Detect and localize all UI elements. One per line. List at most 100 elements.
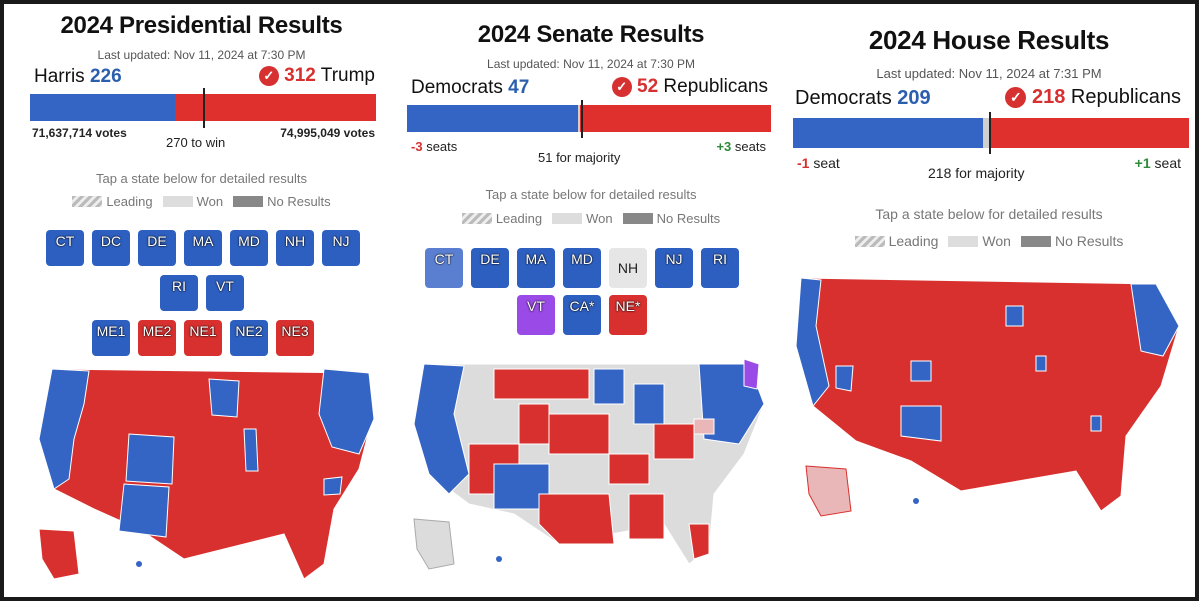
state-tile-nj[interactable]: NJ: [655, 248, 693, 288]
legend-no-results: No Results: [622, 211, 720, 226]
legend-won-label: Won: [586, 211, 613, 226]
state-tile-nh[interactable]: NH: [276, 230, 314, 266]
leading-swatch: [461, 213, 492, 224]
senate-us-map[interactable]: [409, 344, 769, 574]
senate-rep-change-unit: seats: [734, 139, 766, 154]
house-dem-name: Democrats: [795, 87, 892, 109]
map-colorado: [125, 433, 175, 485]
state-tile-ne-special[interactable]: NE*: [609, 295, 647, 335]
win-threshold-label: 270 to win: [166, 135, 226, 150]
legend-leading: Leading: [854, 233, 938, 249]
legend-won-label: Won: [982, 233, 1011, 249]
map-virginia: [323, 476, 343, 496]
house-title: 2024 House Results: [868, 25, 1110, 55]
house-us-map[interactable]: [791, 266, 1191, 521]
state-tile-dc[interactable]: DC: [92, 230, 130, 266]
won-swatch: [948, 235, 979, 247]
legend-no-results-label: No Results: [267, 194, 331, 209]
state-tile-vt[interactable]: VT: [517, 295, 555, 335]
senate-dem-change-value: -3: [411, 139, 423, 154]
district-tile-ne2[interactable]: NE2: [230, 320, 268, 356]
trump-name: Trump: [320, 65, 375, 86]
map-alaska-leading: [805, 465, 852, 517]
legend-no-results-label: No Results: [1054, 233, 1124, 249]
map-texas: [538, 493, 615, 545]
harris-popular-votes: 71,637,714 votes: [32, 126, 127, 140]
senate-panel: 2024 Senate Results Last updated: Nov 11…: [399, 4, 783, 597]
house-dem-change-unit: seat: [813, 155, 840, 171]
senate-dem-name: Democrats: [411, 77, 503, 98]
map-chicago-district: [1035, 355, 1047, 372]
legend-won: Won: [552, 211, 613, 226]
state-tile-ri[interactable]: RI: [160, 275, 198, 311]
state-tile-ma[interactable]: MA: [184, 230, 222, 266]
dem-bar-segment: [30, 94, 176, 121]
state-tile-nh[interactable]: NH: [609, 248, 647, 288]
district-tile-ne1[interactable]: NE1: [184, 320, 222, 356]
legend-won-label: Won: [196, 194, 224, 209]
house-rep-change: +1 seat: [1135, 155, 1181, 171]
legend-no-results: No Results: [233, 194, 331, 209]
legend-leading: Leading: [72, 194, 153, 209]
trump-popular-votes: 74,995,049 votes: [280, 126, 375, 140]
state-tile-ca-special[interactable]: CA*: [563, 295, 601, 335]
harris-electoral-count: 226: [89, 66, 122, 87]
presidential-us-map[interactable]: [34, 359, 379, 584]
majority-label: 218 for majority: [928, 165, 1025, 181]
map-missouri: [608, 453, 650, 485]
house-rep-name: Republicans: [1070, 86, 1181, 108]
map-hawaii: [913, 498, 919, 504]
harris-tally: Harris 226: [34, 66, 122, 88]
senate-dem-change: -3 seats: [411, 139, 457, 154]
state-tile-vt[interactable]: VT: [206, 275, 244, 311]
rep-bar-segment: [580, 105, 771, 132]
map-alaska: [38, 528, 80, 580]
won-swatch: [552, 213, 583, 224]
no-results-swatch: [622, 213, 653, 224]
map-northeast: [318, 368, 375, 455]
leading-swatch: [854, 235, 885, 247]
map-illinois: [243, 428, 259, 472]
senate-rep-change: +3 seats: [716, 139, 766, 154]
senate-rep-change-value: +3: [716, 139, 732, 154]
map-maine-vermont-independent: [743, 358, 760, 390]
trump-tally: ✓ 312 Trump: [258, 65, 375, 87]
dem-bar-segment: [793, 118, 984, 148]
map-nebraska: [548, 413, 610, 455]
map-wyoming: [518, 403, 550, 445]
senate-rep-name: Republicans: [663, 76, 768, 97]
state-tile-ri[interactable]: RI: [701, 248, 739, 288]
state-tile-nj[interactable]: NJ: [322, 230, 360, 266]
rep-bar-segment: [991, 118, 1189, 148]
senate-dem-change-unit: seats: [426, 139, 458, 154]
legend-won: Won: [948, 233, 1011, 249]
map-atlanta-district: [1090, 415, 1102, 432]
state-tile-de[interactable]: DE: [471, 248, 509, 288]
state-tile-ct[interactable]: CT: [425, 248, 463, 288]
leading-swatch: [72, 196, 103, 207]
harris-name: Harris: [34, 66, 85, 87]
no-results-swatch: [1020, 235, 1051, 247]
state-tile-ma[interactable]: MA: [517, 248, 555, 288]
map-alaska: [413, 518, 455, 570]
map-minnesota-district: [1005, 305, 1024, 327]
map-west-coast-democratic: [795, 277, 830, 408]
house-dem-change: -1 seat: [797, 155, 840, 171]
state-tile-md[interactable]: MD: [230, 230, 268, 266]
senate-last-updated: Last updated: Nov 11, 2024 at 7:30 PM: [487, 57, 695, 71]
house-rep-tally: ✓ 218 Republicans: [1005, 86, 1181, 109]
district-tile-me1[interactable]: ME1: [92, 320, 130, 356]
map-hawaii: [136, 561, 142, 567]
legend-no-results: No Results: [1020, 233, 1124, 249]
map-colorado-district: [910, 360, 932, 382]
trump-electoral-count: 312: [284, 65, 316, 86]
state-tile-de[interactable]: DE: [138, 230, 176, 266]
dem-bar-segment: [407, 105, 579, 132]
state-tile-ct[interactable]: CT: [46, 230, 84, 266]
map-wisconsin-mi: [633, 383, 665, 425]
state-tile-md[interactable]: MD: [563, 248, 601, 288]
map-new-mexico: [118, 483, 170, 538]
electoral-vote-bar: [30, 94, 376, 121]
district-tile-ne3[interactable]: NE3: [276, 320, 314, 356]
district-tile-me2[interactable]: ME2: [138, 320, 176, 356]
